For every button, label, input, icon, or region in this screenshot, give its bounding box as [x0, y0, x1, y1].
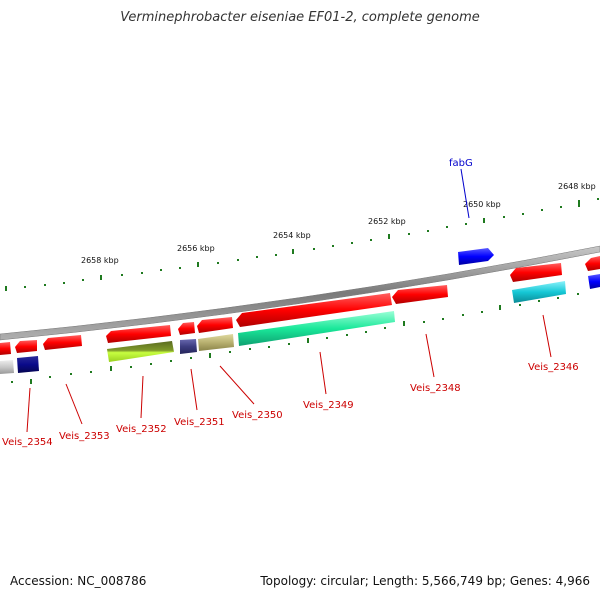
leader-veis-2350 — [219, 365, 255, 405]
leader-veis-2352 — [140, 375, 144, 419]
gene-arrow-veis-2351[interactable] — [180, 339, 197, 354]
scale-label-2658: 2658 kbp — [81, 256, 119, 265]
gene-label-veis-2353[interactable]: Veis_2353 — [59, 431, 110, 442]
gene-label-veis-2346[interactable]: Veis_2346 — [528, 362, 579, 373]
gene-arrow-veis-2346-upper[interactable] — [510, 263, 562, 282]
gene-label-veis-2351[interactable]: Veis_2351 — [174, 417, 225, 428]
gene-label-veis-2350[interactable]: Veis_2350 — [232, 410, 283, 421]
leader-veis-2353 — [65, 383, 83, 425]
gene-arrow-veis-2353[interactable] — [43, 335, 82, 350]
gene-arrow-veis-2352-upper[interactable] — [106, 325, 171, 343]
gene-arrow-edge-upper[interactable] — [585, 256, 600, 271]
gene-label-fabG[interactable]: fabG — [449, 158, 473, 169]
scale-label-2656: 2656 kbp — [177, 244, 215, 253]
leader-veis-2351 — [190, 368, 198, 411]
gene-arrow-fabG[interactable] — [458, 248, 494, 265]
gene-arrow-veis-2348[interactable] — [392, 285, 448, 304]
scale-label-2650: 2650 kbp — [463, 200, 501, 209]
scale-label-2654: 2654 kbp — [273, 231, 311, 240]
leader-veis-2348 — [425, 333, 435, 378]
gene-label-veis-2349[interactable]: Veis_2349 — [303, 400, 354, 411]
gene-arrow-veis-2352[interactable] — [107, 341, 174, 362]
outer-scale-track — [5, 198, 599, 291]
genome-summary-text: Topology: circular; Length: 5,566,749 bp… — [260, 574, 590, 588]
gene-arrow-veis-2354-upper[interactable] — [15, 340, 37, 353]
gene-arrow-veis-2351-upper[interactable] — [178, 322, 195, 335]
forward-strand-genes — [0, 248, 600, 355]
leader-veis-2346 — [542, 314, 552, 358]
genome-backbone — [0, 245, 600, 341]
inner-scale-track — [11, 293, 579, 384]
gene-arrow-veis-2354[interactable] — [17, 356, 39, 373]
scale-label-2648: 2648 kbp — [558, 182, 596, 191]
leader-veis-2354 — [26, 387, 31, 433]
reverse-strand-genes — [0, 274, 600, 374]
map-title: Verminephrobacter eiseniae EF01-2, compl… — [120, 10, 480, 25]
gene-arrow-veis-2350[interactable] — [198, 334, 234, 351]
gene-arrow-veis-2346[interactable] — [512, 281, 566, 303]
gene-arrow-edge-lower[interactable] — [588, 274, 600, 289]
gene-arrow-left-grey[interactable] — [0, 360, 14, 374]
gene-label-veis-2354[interactable]: Veis_2354 — [2, 437, 53, 448]
gene-label-veis-2348[interactable]: Veis_2348 — [410, 383, 461, 394]
leader-veis-2349 — [319, 351, 327, 395]
gene-label-veis-2352[interactable]: Veis_2352 — [116, 424, 167, 435]
gene-arrow-veis-2349-upper[interactable] — [236, 293, 392, 327]
gene-arrow-veis-2349[interactable] — [238, 311, 395, 346]
gene-arrow-veis-2350-upper[interactable] — [197, 317, 233, 333]
label-leaders — [26, 168, 552, 433]
scale-label-2652: 2652 kbp — [368, 217, 406, 226]
leader-fabG — [460, 168, 470, 219]
accession-text: Accession: NC_008786 — [10, 574, 147, 588]
gene-arrow-left-edge[interactable] — [0, 342, 11, 355]
